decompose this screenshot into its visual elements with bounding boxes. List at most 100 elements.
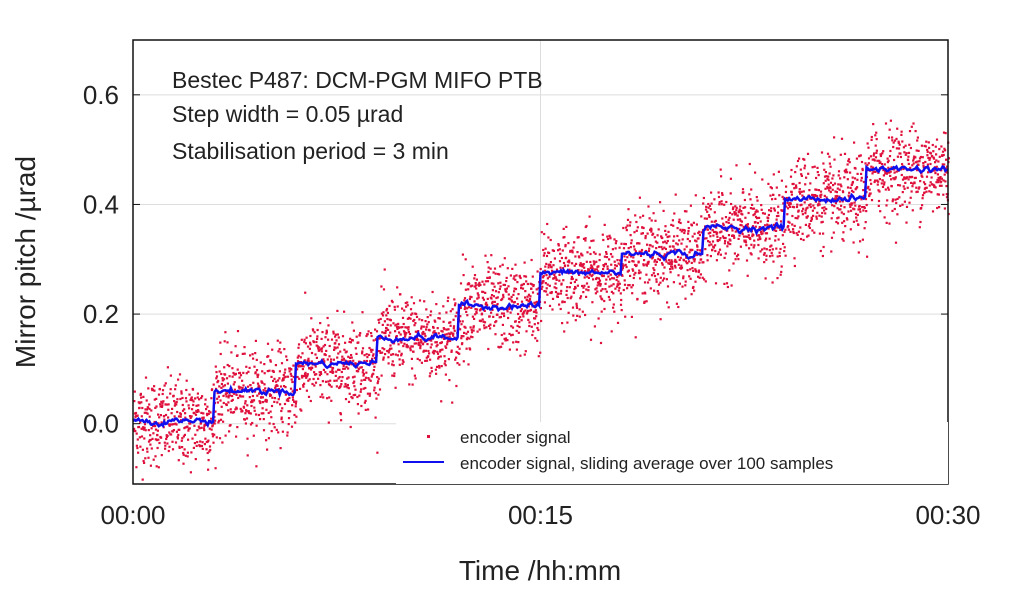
data-point <box>889 170 892 173</box>
data-point <box>439 355 442 358</box>
data-point <box>751 207 754 210</box>
data-point <box>881 179 884 182</box>
data-point <box>650 228 653 231</box>
data-point <box>418 318 421 321</box>
data-point <box>945 196 949 199</box>
data-point <box>349 337 352 340</box>
data-point <box>903 200 906 203</box>
data-point <box>487 270 490 273</box>
data-point <box>165 403 168 406</box>
data-point <box>695 240 698 243</box>
data-point <box>675 302 678 305</box>
data-point <box>825 175 828 178</box>
data-point <box>405 343 408 346</box>
data-point <box>339 385 342 388</box>
data-point <box>575 306 579 309</box>
data-point <box>627 247 630 250</box>
data-point <box>668 262 671 265</box>
data-point <box>808 204 811 207</box>
data-point <box>805 216 808 219</box>
data-point <box>354 393 357 396</box>
data-point <box>943 147 946 150</box>
data-point <box>221 377 224 380</box>
data-point <box>897 147 901 150</box>
data-point <box>450 350 453 353</box>
data-point <box>690 261 693 264</box>
data-point <box>715 226 718 229</box>
data-point <box>149 438 152 442</box>
data-point <box>544 282 547 285</box>
data-point <box>547 236 550 239</box>
data-point <box>637 260 640 263</box>
data-point <box>523 353 526 356</box>
data-point <box>254 371 257 374</box>
data-point <box>911 175 914 178</box>
data-point <box>575 262 578 265</box>
data-point <box>166 434 169 437</box>
data-point <box>606 235 609 238</box>
data-point <box>661 263 664 266</box>
data-point <box>241 410 244 413</box>
data-point <box>689 204 692 207</box>
data-point <box>394 386 397 389</box>
data-point <box>340 383 343 386</box>
data-point <box>742 225 745 228</box>
data-point <box>284 386 287 389</box>
data-point <box>698 276 701 279</box>
data-point <box>911 209 914 212</box>
data-point <box>234 345 237 348</box>
data-point <box>286 397 289 401</box>
data-point <box>931 183 934 186</box>
data-point <box>767 182 770 185</box>
data-point <box>199 422 202 425</box>
data-point <box>889 149 892 153</box>
data-point <box>723 282 726 285</box>
data-point <box>334 374 337 377</box>
data-point <box>224 434 227 437</box>
data-point <box>478 281 481 284</box>
data-point <box>772 260 775 263</box>
data-point <box>303 373 307 376</box>
data-point <box>411 383 414 386</box>
data-point <box>279 351 282 354</box>
data-point <box>390 353 393 356</box>
data-point <box>393 305 396 308</box>
data-point <box>328 384 331 387</box>
data-point <box>623 242 626 245</box>
data-point <box>629 255 633 258</box>
data-point <box>697 269 701 272</box>
data-point <box>716 239 719 243</box>
data-point <box>484 280 487 283</box>
data-point <box>858 204 861 208</box>
data-point <box>603 223 606 226</box>
data-point <box>724 239 727 243</box>
data-point <box>464 306 467 309</box>
data-point <box>518 321 521 324</box>
data-point <box>568 286 571 289</box>
data-point <box>685 245 688 248</box>
data-point <box>358 394 361 397</box>
data-point <box>436 350 439 353</box>
data-point <box>192 446 195 449</box>
data-point <box>305 376 308 379</box>
data-point <box>845 217 848 220</box>
data-point <box>907 151 911 154</box>
data-point <box>360 404 363 408</box>
data-point <box>446 299 449 303</box>
data-point <box>576 314 579 317</box>
data-point <box>186 451 189 454</box>
data-point <box>628 260 631 263</box>
data-point <box>595 276 598 280</box>
data-point <box>332 358 335 361</box>
data-point <box>621 266 624 269</box>
data-point <box>850 189 854 192</box>
data-point <box>310 317 313 320</box>
data-point <box>384 329 387 332</box>
data-point <box>403 331 406 334</box>
data-point <box>410 357 413 360</box>
data-point <box>597 265 600 268</box>
data-point <box>269 394 273 397</box>
data-point <box>267 355 270 358</box>
data-point <box>649 287 652 290</box>
data-point <box>469 326 472 329</box>
